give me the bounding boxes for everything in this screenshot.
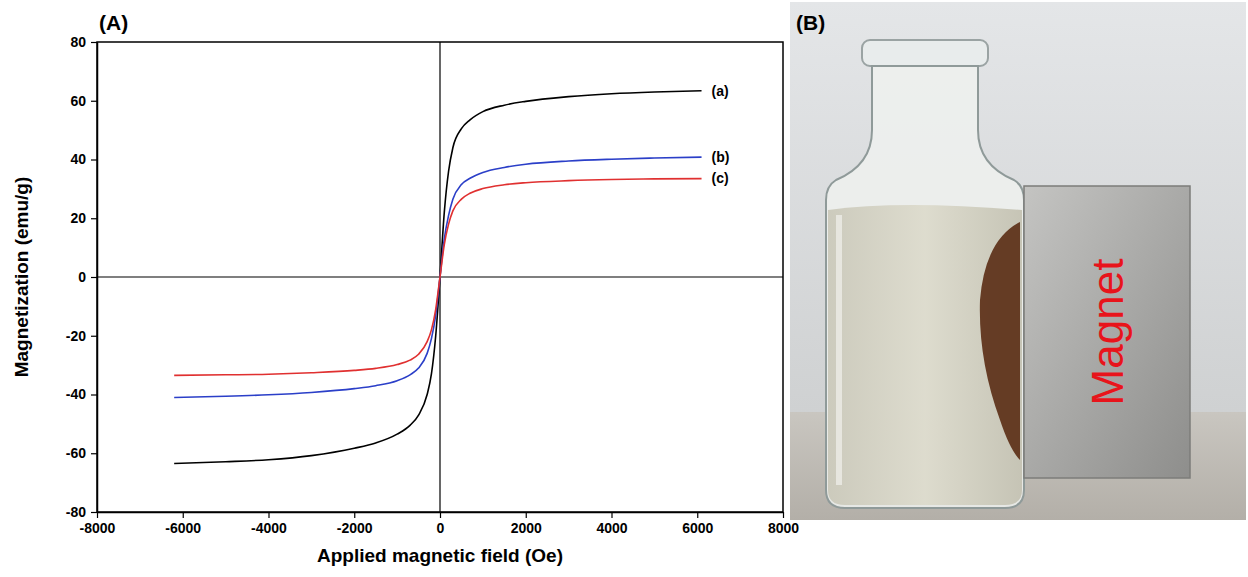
x-tick-mark [440,512,441,518]
curve [174,91,701,464]
photo-panel: Magnet (B) [790,2,1246,520]
x-tick: -6000 [165,512,201,536]
x-tick-label: -8000 [80,520,116,536]
x-tick-label: -2000 [337,520,373,536]
panel-label: (A) [99,11,128,34]
x-tick: 6000 [682,512,713,536]
magnet-label: Magnet [1083,259,1132,406]
y-tick-mark [91,159,97,160]
x-axis-title: Applied magnetic field (Oe) [317,545,563,566]
y-tick: -40 [66,386,97,402]
y-tick-mark [91,101,97,102]
y-tick-mark [91,453,97,454]
x-tick: -2000 [337,512,373,536]
x-tick-mark [611,512,612,518]
x-axis: -8000 -6000 -4000 -2000 0 2000 4000 6000 8000 [80,512,800,536]
zero-lines [97,42,783,512]
x-tick-label: -6000 [165,520,201,536]
y-tick: 40 [70,151,97,167]
series-label: (a) [712,83,729,99]
vial-body [826,66,1024,508]
series-label: (b) [712,149,730,165]
y-tick-mark [91,394,97,395]
y-tick-mark [91,277,97,278]
x-tick-label: 4000 [596,520,627,536]
y-tick-mark [91,512,97,513]
x-tick-label: 2000 [511,520,542,536]
x-tick: -4000 [251,512,287,536]
y-tick-label: 60 [70,93,86,109]
x-tick-mark [354,512,355,518]
y-tick-label: 80 [70,34,86,50]
y-tick: 60 [70,93,97,109]
liquid [828,205,1022,505]
x-tick-mark [183,512,184,518]
y-tick-mark [91,218,97,219]
x-tick: 4000 [596,512,627,536]
x-tick-label: 6000 [682,520,713,536]
y-tick: 0 [78,269,97,285]
x-tick: 0 [437,512,445,536]
y-tick-label: 20 [70,210,86,226]
y-tick: 20 [70,210,97,226]
series-label: (c) [712,170,729,186]
magnetic-deposit [980,222,1020,460]
y-tick-label: -60 [66,445,86,461]
y-tick-label: -40 [66,386,86,402]
x-tick-label: 8000 [768,520,799,536]
x-tick-mark [783,512,784,518]
figure: -8000-6000-4000-200002000400060008000-80… [0,0,1248,577]
curve [174,179,701,376]
y-tick-mark [91,336,97,337]
y-tick-label: 0 [78,269,86,285]
y-tick-label: 40 [70,151,86,167]
glass-highlight [836,215,842,485]
x-tick: 2000 [511,512,542,536]
x-tick-label: 0 [437,520,445,536]
curve [174,157,701,397]
y-tick-label: -80 [66,504,86,520]
x-tick-label: -4000 [251,520,287,536]
panel-label: (B) [796,11,825,34]
y-axis: -80 -60 -40 -20 0 20 40 60 80 [66,34,98,520]
y-tick-label: -20 [66,328,86,344]
x-tick-mark [97,512,98,518]
magnet [1024,186,1190,478]
x-tick-mark [526,512,527,518]
plot-area [174,91,701,464]
y-tick-mark [91,42,97,43]
vial-lip [862,40,988,66]
y-axis-title: Magnetization (emu/g) [11,177,32,378]
y-tick: 80 [70,34,97,50]
plot-frame [97,42,783,512]
y-tick: -20 [66,328,97,344]
x-tick-mark [268,512,269,518]
x-tick-mark [697,512,698,518]
y-tick: -80 [66,504,97,520]
y-tick: -60 [66,445,97,461]
